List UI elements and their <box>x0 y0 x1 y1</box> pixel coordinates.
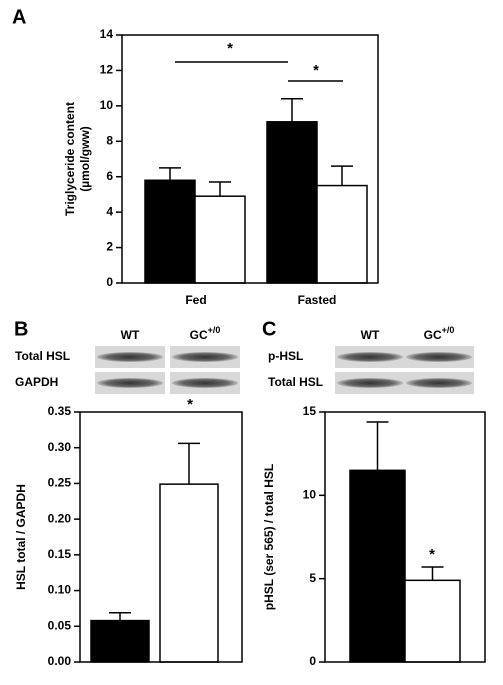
blot-row-label: Total HSL <box>268 375 323 389</box>
y-tick-label: 0.05 <box>48 618 72 632</box>
lane-header-text: WT <box>121 328 140 342</box>
bar <box>404 579 461 663</box>
y-tick-label: 5 <box>309 571 316 585</box>
x-tick-label: Fed <box>185 293 206 307</box>
lane-header-text: GC <box>190 328 208 342</box>
blot-band <box>337 352 403 362</box>
y-tick-label: 0.00 <box>48 654 72 668</box>
y-tick-label: 12 <box>100 63 114 77</box>
bar <box>159 483 219 663</box>
blot-band <box>172 352 238 362</box>
bar <box>349 469 406 663</box>
bar <box>316 184 368 284</box>
y-axis-label: Triglyceride content <box>63 102 77 216</box>
plot-frame <box>79 411 243 663</box>
lane-header: GC+/0 <box>424 325 455 342</box>
y-tick-label: 10 <box>303 488 317 502</box>
blot-band <box>172 378 238 388</box>
y-tick-label: 10 <box>100 98 114 112</box>
blot-band <box>337 378 403 388</box>
y-tick-label: 8 <box>106 133 113 147</box>
y-tick-label: 0.25 <box>48 476 72 490</box>
y-tick-label: 0.35 <box>48 404 72 418</box>
plot-frame <box>324 411 486 663</box>
y-tick-label: 0.10 <box>48 583 72 597</box>
y-tick-label: 0 <box>106 275 113 289</box>
blot-row-label: Total HSL <box>15 349 70 363</box>
y-tick-label: 2 <box>106 240 113 254</box>
panel-label: A <box>12 6 26 28</box>
blot-band <box>97 378 163 388</box>
lane-header: GC+/0 <box>190 325 221 342</box>
significance-star: * <box>227 40 233 57</box>
y-tick-label: 14 <box>100 27 114 41</box>
blot-band <box>406 378 472 388</box>
y-axis-label: HSL total / GAPDH <box>14 484 28 590</box>
bar <box>90 619 150 663</box>
blot-row-label: GAPDH <box>15 375 58 389</box>
lane-header: WT <box>121 328 140 342</box>
y-tick-label: 15 <box>303 404 317 418</box>
significance-star: * <box>187 396 193 413</box>
significance-star: * <box>429 546 435 563</box>
y-tick-label: 6 <box>106 169 113 183</box>
y-axis-label: (µmol/gww) <box>78 126 92 192</box>
lane-header-text: GC <box>424 328 442 342</box>
blot-band <box>406 352 472 362</box>
y-tick-label: 0.30 <box>48 440 72 454</box>
x-tick-label: Fasted <box>298 293 337 307</box>
panel-label: B <box>14 318 28 340</box>
y-tick-label: 0.15 <box>48 547 72 561</box>
significance-star: * <box>313 62 319 79</box>
bar <box>194 195 246 284</box>
bar <box>144 179 196 284</box>
panel-label: C <box>262 318 276 340</box>
lane-header-sup: +/0 <box>442 325 455 335</box>
y-tick-label: 0 <box>309 654 316 668</box>
lane-header-text: WT <box>361 328 380 342</box>
y-tick-label: 0.20 <box>48 511 72 525</box>
blot-band <box>97 352 163 362</box>
plot-frame <box>121 34 379 284</box>
y-tick-label: 4 <box>106 204 113 218</box>
lane-header-sup: +/0 <box>208 325 221 335</box>
lane-header: WT <box>361 328 380 342</box>
bar <box>266 121 318 284</box>
y-axis-label: pHSL (ser 565) / total HSL <box>262 464 276 610</box>
blot-row-label: p-HSL <box>268 349 303 363</box>
